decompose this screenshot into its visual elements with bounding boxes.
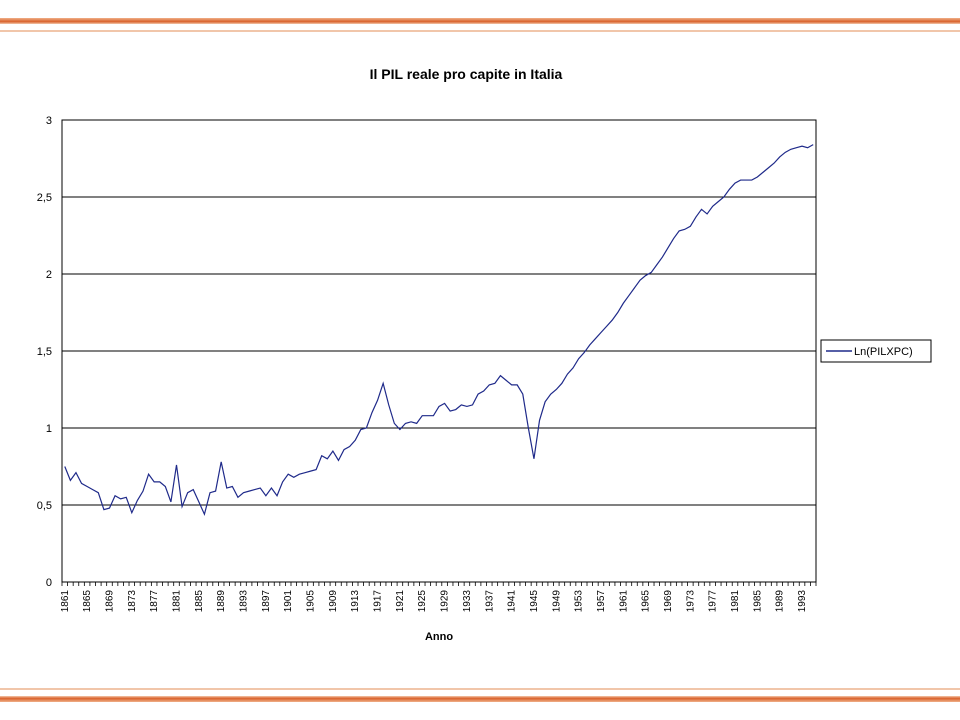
y-tick-label: 0 bbox=[46, 577, 52, 589]
grid-lines bbox=[62, 196, 816, 506]
plot-area-frame bbox=[61, 119, 817, 583]
legend: Ln(PILXPC) bbox=[820, 339, 932, 363]
x-tick-label: 1913 bbox=[350, 590, 361, 613]
x-tick-label: 1933 bbox=[462, 590, 473, 613]
x-tick-label: 1945 bbox=[529, 590, 540, 613]
x-tick-label: 1969 bbox=[663, 590, 674, 613]
y-tick-label: 1 bbox=[46, 423, 52, 435]
x-tick-label: 1965 bbox=[641, 590, 652, 613]
x-tick-label: 1925 bbox=[417, 590, 428, 613]
x-tick-label: 1953 bbox=[574, 590, 585, 613]
x-tick-label: 1949 bbox=[551, 590, 562, 613]
x-tick-label: 1901 bbox=[283, 590, 294, 613]
x-tick-label: 1881 bbox=[171, 590, 182, 613]
top-thin-rule bbox=[0, 30, 960, 32]
x-tick-label: 1869 bbox=[104, 590, 115, 613]
series-line-ln-pilxpc bbox=[64, 144, 814, 517]
y-tick-label: 0,5 bbox=[37, 500, 52, 512]
y-axis-ticks: 0 0,5 1 1,5 2 2,5 3 bbox=[37, 115, 52, 589]
x-tick-label: 1993 bbox=[797, 590, 808, 613]
y-tick-label: 3 bbox=[46, 115, 52, 127]
x-axis-title: Anno bbox=[425, 631, 453, 643]
x-tick-label: 1973 bbox=[685, 590, 696, 613]
bottom-decorative-rule bbox=[0, 696, 960, 702]
top-decorative-rule bbox=[0, 18, 960, 24]
x-tick-label: 1977 bbox=[708, 590, 719, 613]
x-tick-label: 1889 bbox=[216, 590, 227, 613]
x-tick-label: 1861 bbox=[60, 590, 71, 613]
x-tick-label: 1929 bbox=[440, 590, 451, 613]
x-tick-label: 1905 bbox=[306, 590, 317, 613]
chart-title: Il PIL reale pro capite in Italia bbox=[370, 66, 563, 82]
x-tick-label: 1917 bbox=[373, 590, 384, 613]
x-tick-label: 1885 bbox=[194, 590, 205, 613]
x-tick-label: 1865 bbox=[82, 590, 93, 613]
y-tick-label: 1,5 bbox=[37, 346, 52, 358]
x-tick-label: 1957 bbox=[596, 590, 607, 613]
x-tick-label: 1873 bbox=[127, 590, 138, 613]
bottom-thin-rule bbox=[0, 688, 960, 690]
x-tick-label: 1985 bbox=[752, 590, 763, 613]
x-tick-label: 1921 bbox=[395, 590, 406, 613]
y-tick-label: 2 bbox=[46, 269, 52, 281]
x-tick-label: 1981 bbox=[730, 590, 741, 613]
legend-box bbox=[820, 339, 932, 363]
x-axis-ticks: 1861 1865 1869 1873 1877 1881 1885 1889 1893 1897… bbox=[60, 582, 817, 613]
x-tick-label: 1877 bbox=[149, 590, 160, 613]
legend-label: Ln(PILXPC) bbox=[854, 346, 913, 358]
y-tick-label: 2,5 bbox=[37, 192, 52, 204]
x-tick-label: 1909 bbox=[328, 590, 339, 613]
x-tick-label: 1941 bbox=[507, 590, 518, 613]
x-tick-label: 1989 bbox=[775, 590, 786, 613]
x-tick-label: 1961 bbox=[618, 590, 629, 613]
x-tick-label: 1893 bbox=[239, 590, 250, 613]
x-tick-label: 1897 bbox=[261, 590, 272, 613]
x-tick-label: 1937 bbox=[484, 590, 495, 613]
